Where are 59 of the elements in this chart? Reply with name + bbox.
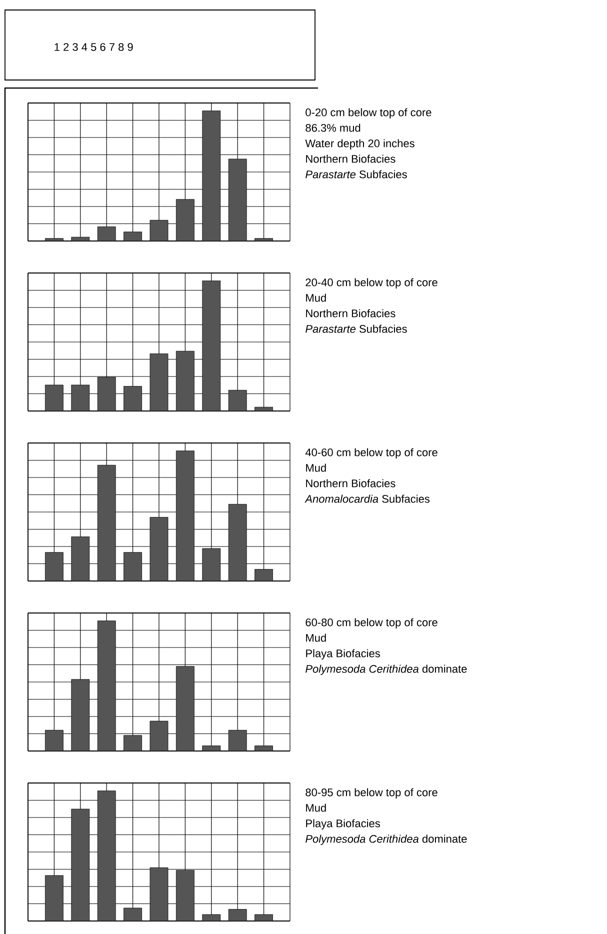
bar: [202, 548, 221, 582]
text: Mud: [306, 294, 326, 302]
bar: [202, 280, 221, 412]
text: 1 2 3 4 5 6 7 8 9: [54, 43, 133, 51]
text: 20-40 cm below top of core: [306, 278, 438, 288]
bar: [124, 386, 142, 412]
text: 80-95 cm below top of core: [306, 788, 438, 798]
text: Northern Biofacies: [306, 154, 396, 163]
bar: [228, 730, 247, 752]
bar: [228, 158, 247, 242]
bar: [228, 390, 247, 412]
bar: [150, 220, 168, 242]
text: Mud: [306, 804, 326, 812]
text: Northern Biofacies: [306, 309, 396, 318]
text: 60-80 cm below top of core: [306, 618, 438, 628]
bar: [71, 536, 90, 582]
bar: [176, 870, 194, 921]
bar: [176, 350, 194, 412]
text: Mud: [306, 634, 326, 642]
bar: [150, 720, 168, 752]
bar: [97, 464, 116, 582]
bar: [124, 232, 142, 242]
bar: [45, 552, 64, 582]
bar: [71, 384, 90, 412]
bar: [97, 226, 116, 242]
bar: [97, 620, 116, 752]
bar: [71, 679, 90, 752]
bar: [150, 517, 168, 582]
text: 86.3% mud: [306, 124, 360, 132]
bar: [228, 504, 247, 582]
bar: [124, 908, 142, 921]
bar: [124, 735, 142, 752]
text: Playa Biofacies: [306, 819, 380, 830]
bar: [124, 552, 142, 582]
text: Polymesoda Cerithidea dominate: [306, 664, 467, 675]
text: Polymesoda Cerithidea dominate: [306, 834, 467, 845]
bar: [150, 354, 168, 412]
bar: [228, 909, 247, 921]
text: Parastarte Subfacies: [306, 324, 407, 333]
text: Northern Biofacies: [306, 479, 396, 488]
text: 0-20 cm below top of core: [306, 108, 432, 118]
text: 40-60 cm below top of core: [305, 448, 438, 458]
bar: [176, 450, 194, 582]
text: Anomalocardia Subfacies: [304, 494, 430, 503]
bar: [45, 730, 64, 752]
bar: [71, 808, 90, 921]
bar: [45, 875, 64, 921]
bar: [254, 569, 273, 582]
text: Water depth 20 inches: [305, 139, 414, 150]
bar: [97, 790, 116, 921]
bar: [202, 110, 221, 242]
bar: [45, 384, 64, 412]
bar: [176, 199, 194, 242]
bar: [176, 666, 194, 752]
bar: [150, 867, 168, 921]
bar: [97, 376, 116, 412]
text: Mud: [306, 464, 326, 472]
text: Playa Biofacies: [306, 649, 380, 660]
text: Parastarte Subfacies: [306, 170, 407, 178]
